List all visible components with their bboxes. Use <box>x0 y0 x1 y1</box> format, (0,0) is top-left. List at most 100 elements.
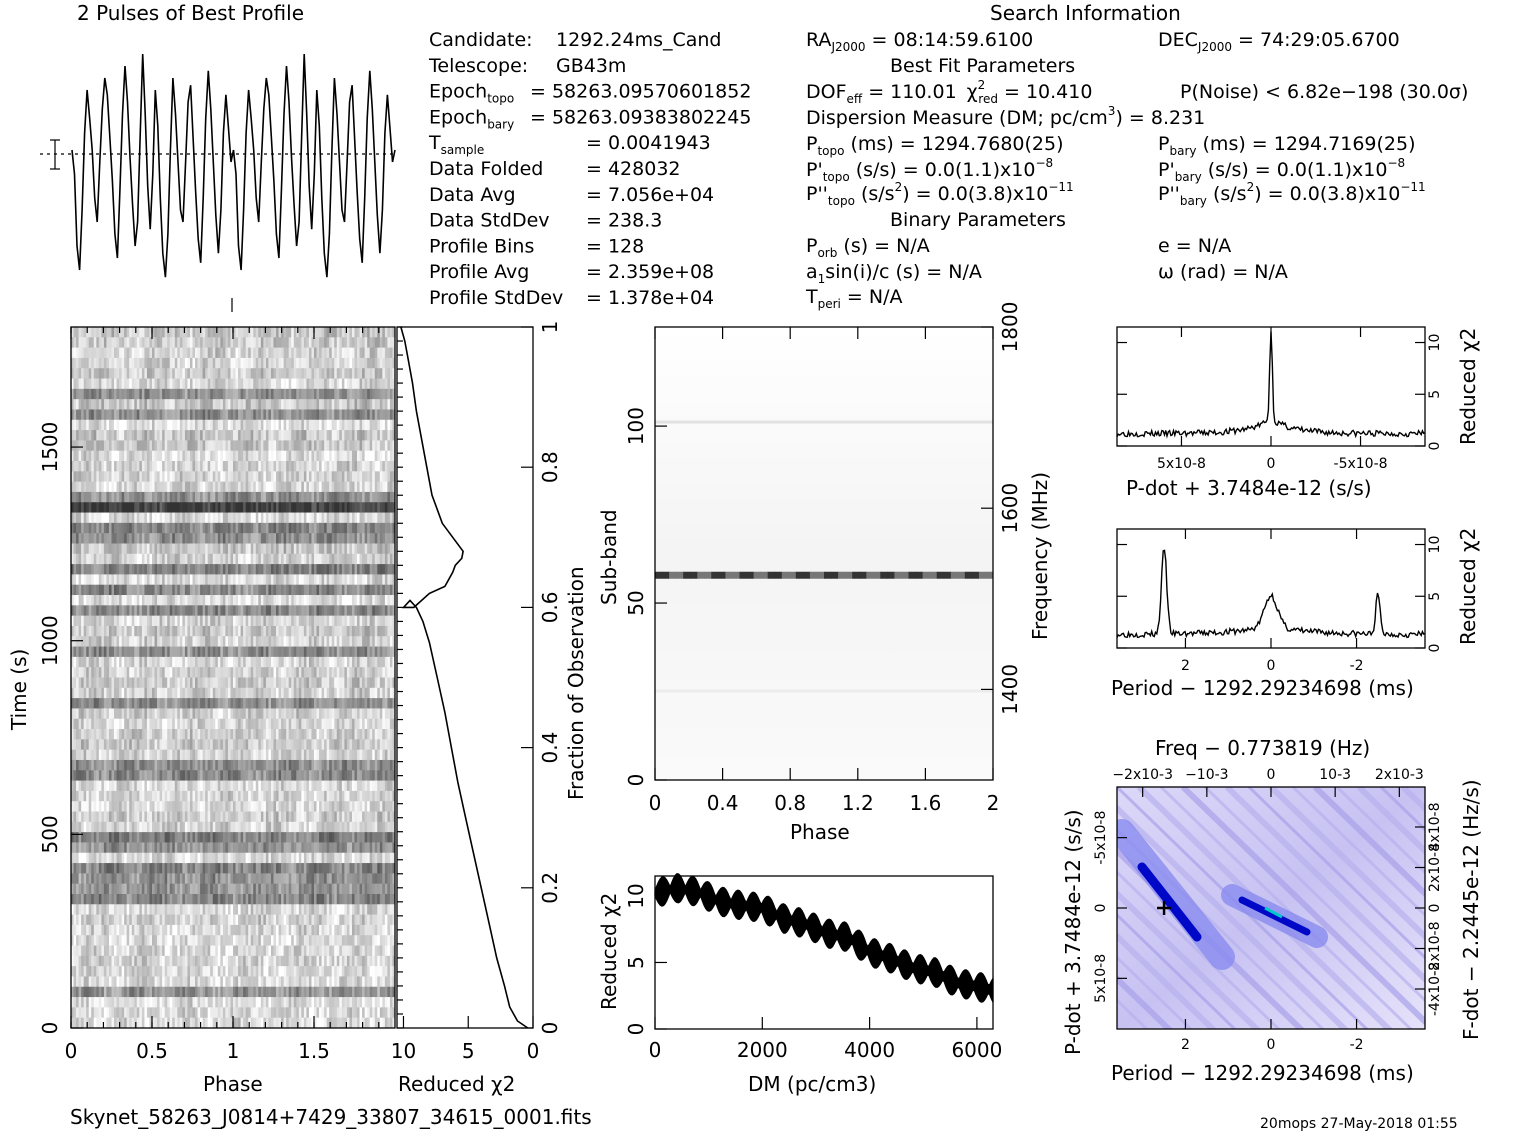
time-phase-cell <box>167 430 171 441</box>
time-phase-cell <box>230 636 234 647</box>
time-phase-cell <box>76 584 79 596</box>
time-phase-cell <box>73 533 77 544</box>
time-phase-cell <box>212 512 216 524</box>
pdot-topo-line: P'topo (s/s) = 0.0(1.1)x10−8 <box>806 156 1053 184</box>
time-phase-cell <box>192 419 196 431</box>
time-phase-cell <box>78 512 82 524</box>
time-phase-cell <box>182 502 186 513</box>
time-phase-cell <box>319 564 322 575</box>
time-phase-cell <box>306 708 310 720</box>
time-phase-cell <box>268 502 272 513</box>
time-phase-cell <box>255 656 259 668</box>
time-phase-cell <box>240 656 244 668</box>
time-phase-cell <box>195 605 198 617</box>
time-phase-cell <box>108 450 112 462</box>
time-phase-cell <box>212 419 216 431</box>
time-phase-cell <box>298 409 302 421</box>
time-phase-cell <box>200 409 204 421</box>
time-phase-cell <box>296 667 300 678</box>
time-phase-cell <box>351 687 355 699</box>
time-phase-cell <box>187 481 191 493</box>
time-phase-cell <box>152 502 155 513</box>
time-phase-cell <box>159 605 163 617</box>
time-phase-cell <box>276 543 279 555</box>
time-phase-cell <box>359 440 363 452</box>
time-phase-cell <box>270 471 274 483</box>
time-phase-cell <box>189 667 193 678</box>
time-phase-cell <box>336 522 340 534</box>
time-phase-cell <box>273 471 277 483</box>
time-phase-cell <box>200 450 204 462</box>
time-phase-cell <box>245 491 249 503</box>
time-phase-cell <box>235 595 239 606</box>
time-phase-cell <box>197 357 201 369</box>
time-phase-cell <box>187 564 191 575</box>
time-phase-cell <box>189 430 193 441</box>
time-phase-cell <box>364 502 368 513</box>
time-phase-cell <box>205 388 209 400</box>
time-phase-cell <box>308 543 312 555</box>
time-phase-cell <box>379 584 383 596</box>
time-phase-cell <box>189 615 193 627</box>
time-phase-cell <box>197 347 201 359</box>
time-phase-cell <box>96 347 100 359</box>
time-phase-cell <box>298 687 302 699</box>
time-phase-cell <box>288 419 292 431</box>
time-phase-cell <box>225 357 229 369</box>
time-phase-cell <box>387 533 391 544</box>
time-phase-cell <box>192 708 196 720</box>
time-phase-cell <box>131 378 135 390</box>
time-phase-cell <box>172 337 176 349</box>
time-phase-cell <box>205 430 209 441</box>
time-phase-cell <box>392 605 396 617</box>
time-phase-cell <box>268 399 272 410</box>
time-phase-cell <box>379 502 383 513</box>
time-phase-cell <box>205 718 209 730</box>
time-phase-cell <box>111 461 115 472</box>
time-phase-cell <box>250 533 254 544</box>
time-phase-cell <box>319 677 322 689</box>
time-phase-cell <box>108 543 112 555</box>
time-phase-cell <box>207 450 211 462</box>
time-phase-cell <box>134 574 138 586</box>
time-phase-cell <box>88 564 92 575</box>
time-phase-cell <box>98 574 102 586</box>
time-phase-cell <box>364 388 368 400</box>
time-phase-cell <box>124 409 128 421</box>
time-phase-cell <box>126 718 130 730</box>
time-phase-cell <box>392 430 396 441</box>
time-phase-cell <box>314 584 317 596</box>
time-phase-cell <box>382 646 386 658</box>
time-phase-cell <box>96 502 100 513</box>
time-phase-cell <box>215 543 219 555</box>
time-phase-cell <box>222 419 226 431</box>
time-phase-cell <box>149 337 153 349</box>
time-phase-cell <box>189 656 193 668</box>
time-phase-cell <box>359 327 363 338</box>
time-phase-cell <box>243 543 247 555</box>
time-phase-cell <box>230 388 234 400</box>
time-phase-cell <box>258 512 262 524</box>
time-phase-cell <box>93 595 97 606</box>
time-phase-cell <box>202 491 206 503</box>
time-phase-cell <box>162 718 166 730</box>
time-phase-cell <box>141 553 145 565</box>
time-phase-cell <box>210 368 214 379</box>
time-phase-cell <box>227 687 231 699</box>
time-phase-cell <box>149 378 153 390</box>
time-phase-cell <box>227 595 231 606</box>
time-phase-cell <box>281 419 285 431</box>
time-phase-cell <box>116 564 120 575</box>
time-phase-cell <box>321 543 325 555</box>
time-phase-cell <box>149 368 153 379</box>
time-phase-cell <box>167 399 171 410</box>
time-phase-cell <box>101 378 105 390</box>
time-phase-cell <box>182 543 186 555</box>
time-phase-cell <box>91 461 95 472</box>
time-phase-cell <box>278 543 282 555</box>
time-phase-cell <box>354 327 358 338</box>
time-phase-cell <box>308 461 312 472</box>
time-phase-cell <box>217 625 221 637</box>
time-phase-cell <box>243 687 247 699</box>
time-phase-cell <box>384 357 388 369</box>
